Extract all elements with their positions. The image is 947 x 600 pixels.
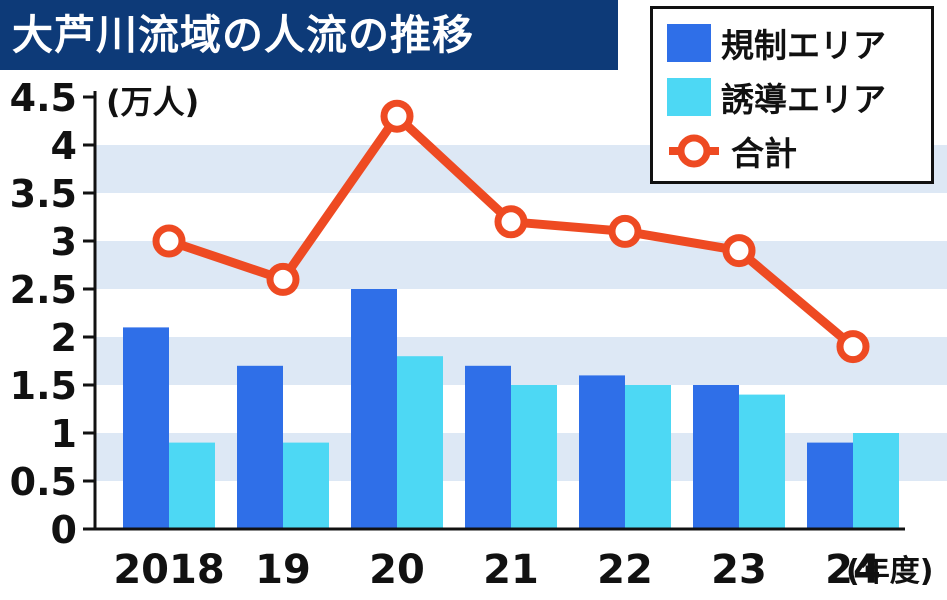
y-tick-label: 1 — [51, 412, 77, 456]
x-tick-label: 21 — [483, 547, 539, 593]
y-tick-label: 0 — [51, 508, 77, 552]
grid-band — [95, 289, 947, 337]
y-axis: 00.511.522.533.544.5 (万人) — [10, 76, 200, 552]
line-series — [152, 99, 870, 364]
y-tick-label: 3 — [51, 220, 77, 264]
legend-item-guided: 誘導エリア — [667, 73, 886, 121]
bar-regulated — [351, 289, 397, 529]
total-point — [380, 99, 414, 133]
grid-bands — [95, 97, 947, 529]
y-tick-label: 0.5 — [10, 460, 77, 504]
total-point — [152, 224, 186, 258]
y-tick-label: 1.5 — [10, 364, 77, 408]
y-tick-label: 3.5 — [10, 172, 77, 216]
bar-guided — [169, 442, 215, 529]
bar-regulated — [237, 365, 283, 529]
total-point — [266, 262, 300, 296]
legend-marker-total — [669, 134, 719, 168]
legend-label-regulated: 規制エリア — [721, 26, 886, 65]
bar-marks — [123, 289, 899, 529]
x-tick-label: 2018 — [113, 547, 224, 593]
bar-regulated — [693, 385, 739, 529]
legend-item-regulated: 規制エリア — [667, 19, 886, 67]
legend-label-total: 合計 — [731, 134, 797, 173]
bar-guided — [739, 394, 785, 529]
x-tick-label: 19 — [255, 547, 311, 593]
grid-band — [95, 337, 947, 385]
bar-regulated — [465, 365, 511, 529]
legend: 規制エリア 誘導エリア 合計 — [650, 6, 934, 184]
legend-label-guided: 誘導エリア — [721, 80, 886, 119]
total-point — [722, 234, 756, 268]
x-tick-label: 22 — [597, 547, 653, 593]
bar-guided — [853, 433, 899, 529]
x-axis: 2018 19 20 21 22 23 24(年度) — [95, 527, 933, 593]
bar-regulated — [123, 327, 169, 529]
bar-regulated — [807, 442, 853, 529]
x-tick-label: 23 — [711, 547, 767, 593]
legend-swatch-guided — [667, 78, 711, 116]
x-tick-label: 20 — [369, 547, 425, 593]
total-point — [494, 205, 528, 239]
legend-item-total: 合計 — [667, 127, 797, 175]
bar-guided — [397, 356, 443, 529]
y-tick-label: 2.5 — [10, 268, 77, 312]
y-tick-label: 2 — [51, 316, 77, 360]
total-point — [608, 214, 642, 248]
x-tick-label: 24 — [825, 547, 881, 593]
chart-title: 大芦川流域の人流の推移 — [0, 0, 618, 70]
y-tick-label: 4.5 — [10, 76, 77, 120]
y-tick-label: 4 — [51, 124, 77, 168]
legend-swatch-regulated — [667, 24, 711, 62]
bar-guided — [625, 385, 671, 529]
grid-band — [95, 241, 947, 289]
total-point — [836, 330, 870, 364]
bar-regulated — [579, 375, 625, 529]
y-unit-label: (万人) — [106, 83, 199, 121]
bar-guided — [283, 442, 329, 529]
bar-guided — [511, 385, 557, 529]
x-unit-label: (年度) — [846, 554, 933, 589]
